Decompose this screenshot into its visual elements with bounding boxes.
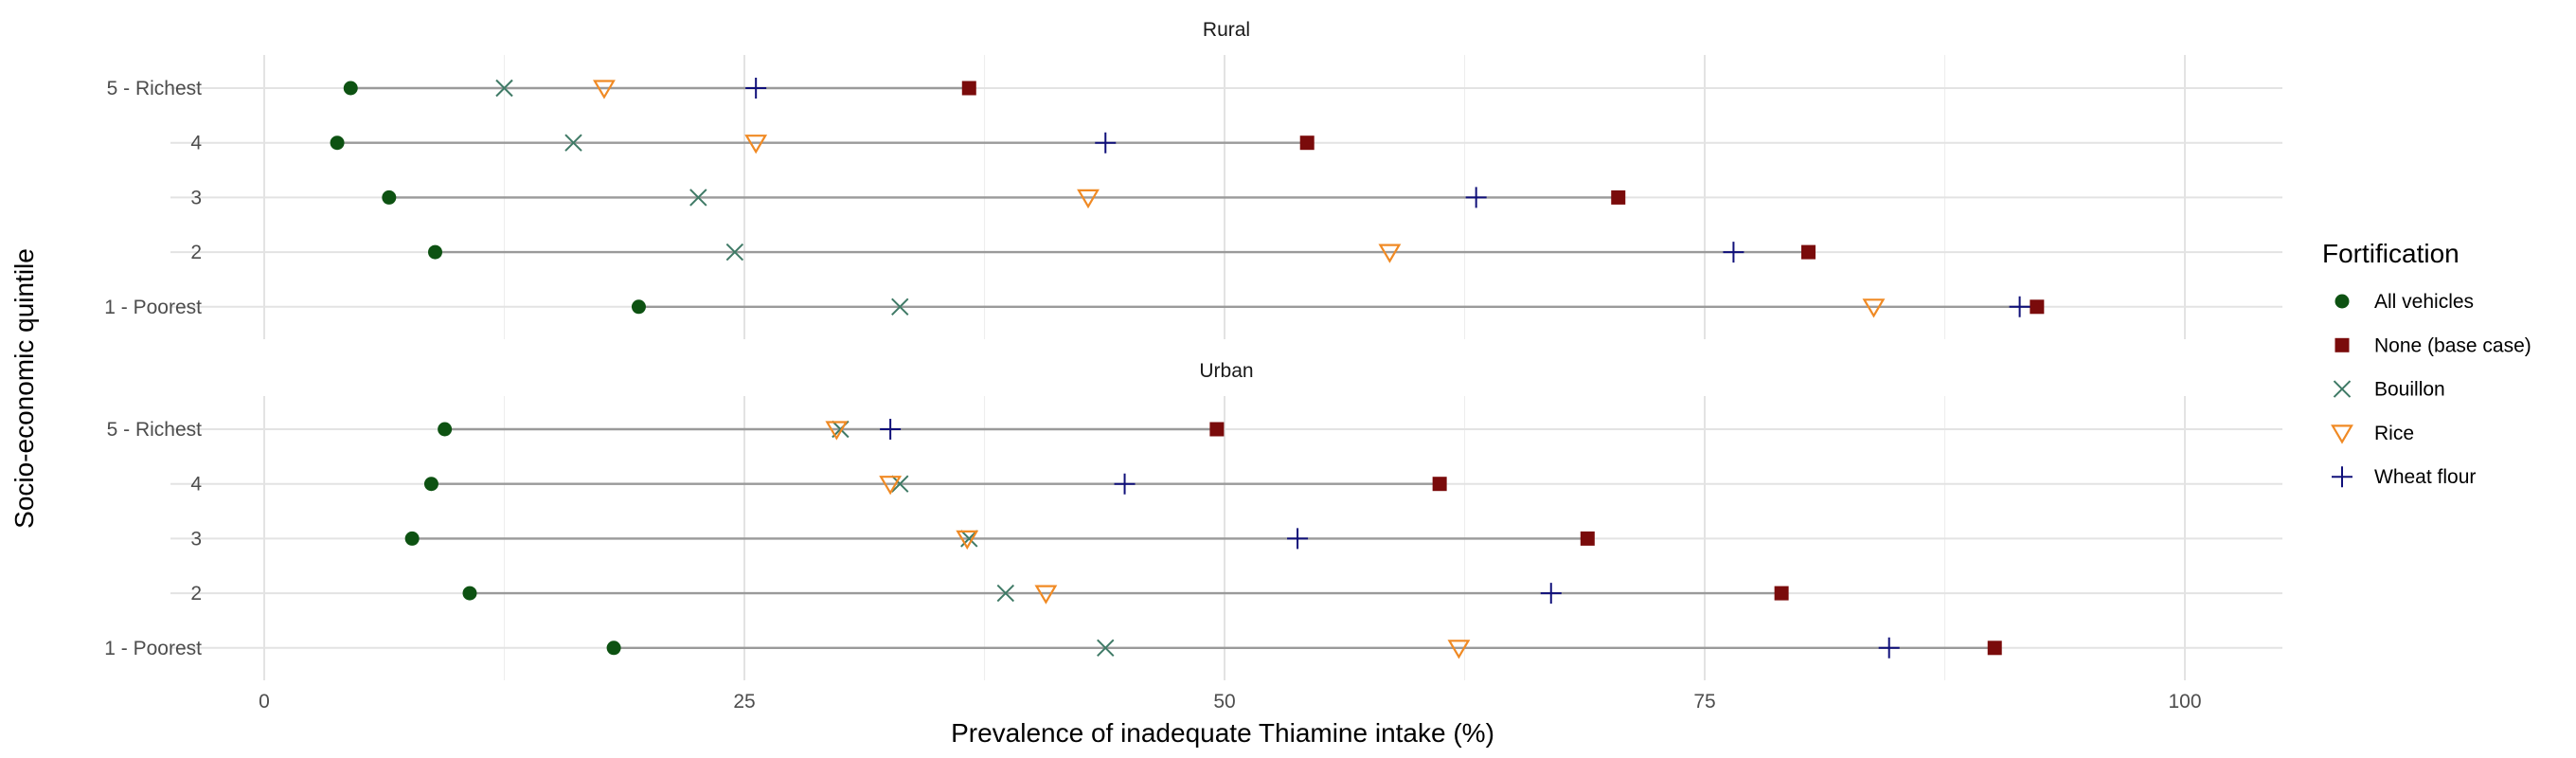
x-tick-label: 75 <box>1693 691 1715 713</box>
point-all <box>438 422 453 437</box>
point-rice <box>1447 640 1471 659</box>
legend-key-all <box>2334 294 2350 309</box>
y-tick-label: 3 <box>190 528 202 550</box>
point-all <box>427 244 442 260</box>
y-tick-label: 2 <box>190 583 202 605</box>
point-all <box>404 531 420 546</box>
point-none <box>1299 135 1315 151</box>
point-wheat <box>1114 473 1136 495</box>
point-rice <box>1077 189 1100 209</box>
point-none <box>1987 641 2002 656</box>
point-wheat <box>2009 296 2030 317</box>
point-none <box>1774 586 1789 601</box>
point-all <box>382 190 397 205</box>
point-bouillon <box>725 243 744 262</box>
point-rice <box>825 421 849 441</box>
y-tick-label: 4 <box>190 474 202 496</box>
x-tick-label: 100 <box>2168 691 2201 713</box>
point-bouillon <box>564 134 582 152</box>
point-bouillon <box>891 475 909 493</box>
x-tick-label: 25 <box>733 691 755 713</box>
point-rice <box>1862 298 1886 318</box>
y-tick-label: 2 <box>190 242 202 263</box>
point-all <box>606 641 621 656</box>
point-rice <box>1378 244 1402 263</box>
y-tick-label: 5 - Richest <box>107 78 203 99</box>
legend-label: All vehicles <box>2374 291 2474 313</box>
point-wheat <box>1287 528 1309 550</box>
point-all <box>343 81 358 96</box>
y-tick-label: 1 - Poorest <box>104 297 202 318</box>
panel-title: Rural <box>1203 19 1250 41</box>
point-bouillon <box>1097 639 1115 658</box>
point-wheat <box>1878 637 1900 659</box>
legend-title: Fortification <box>2322 239 2460 268</box>
legend-label: Bouillon <box>2374 379 2445 401</box>
legend-label: Rice <box>2374 423 2414 444</box>
point-none <box>1611 190 1626 205</box>
point-none <box>961 81 976 96</box>
legend-key-none <box>2334 337 2350 352</box>
x-tick-label: 50 <box>1213 691 1235 713</box>
legend-key-bouillon <box>2333 380 2352 398</box>
y-axis-title: Socio-economic quintile <box>9 248 39 529</box>
point-wheat <box>745 78 767 99</box>
x-axis: 0 25 50 75 100 <box>259 691 2201 713</box>
legend-label: Wheat flour <box>2374 466 2476 488</box>
point-all <box>631 299 646 315</box>
point-bouillon <box>891 298 909 316</box>
legend-key-rice <box>2331 424 2353 444</box>
point-bouillon <box>996 584 1015 603</box>
point-bouillon <box>495 79 513 98</box>
chart-panels: Rural 5 - Richest 4 3 2 1 - Poorest Urban 5 - R… <box>104 19 2282 713</box>
point-bouillon <box>689 189 707 207</box>
x-tick-label: 0 <box>259 691 270 713</box>
point-all <box>330 135 345 151</box>
point-rice <box>744 135 768 154</box>
point-none <box>1580 531 1595 546</box>
point-none <box>1432 477 1447 492</box>
point-rice <box>593 80 616 99</box>
y-tick-label: 5 - Richest <box>107 419 203 441</box>
y-tick-label: 1 - Poorest <box>104 638 202 659</box>
y-tick-label: 3 <box>190 187 202 208</box>
point-wheat <box>1095 132 1117 153</box>
x-axis-title: Prevalence of inadequate Thiamine intake… <box>951 718 1494 748</box>
point-none <box>1209 422 1225 437</box>
point-all <box>423 477 438 492</box>
legend-item-rice: Rice <box>2331 423 2414 444</box>
panel-title: Urban <box>1199 360 1253 382</box>
legend-item-all: All vehicles <box>2334 291 2474 313</box>
point-none <box>1801 244 1816 260</box>
point-wheat <box>1465 187 1487 208</box>
panel-urban: Urban 5 - Richest 4 3 2 1 - Poorest <box>104 360 2282 680</box>
panel-rural: Rural 5 - Richest 4 3 2 1 - Poorest <box>104 19 2282 339</box>
point-wheat <box>1723 242 1744 263</box>
point-rice <box>956 530 979 550</box>
point-all <box>462 586 477 601</box>
legend-item-wheat: Wheat flour <box>2332 466 2476 488</box>
legend-label: None (base case) <box>2374 334 2531 356</box>
point-none <box>2030 299 2045 315</box>
legend: Fortification All vehicles None (base case… <box>2322 239 2531 488</box>
legend-key-wheat <box>2332 466 2352 488</box>
legend-item-none: None (base case) <box>2334 334 2531 356</box>
legend-item-bouillon: Bouillon <box>2333 379 2445 401</box>
point-rice <box>1034 585 1058 605</box>
point-wheat <box>880 419 902 440</box>
point-wheat <box>1540 583 1562 605</box>
point-rice <box>879 476 903 496</box>
y-tick-label: 4 <box>190 133 202 154</box>
